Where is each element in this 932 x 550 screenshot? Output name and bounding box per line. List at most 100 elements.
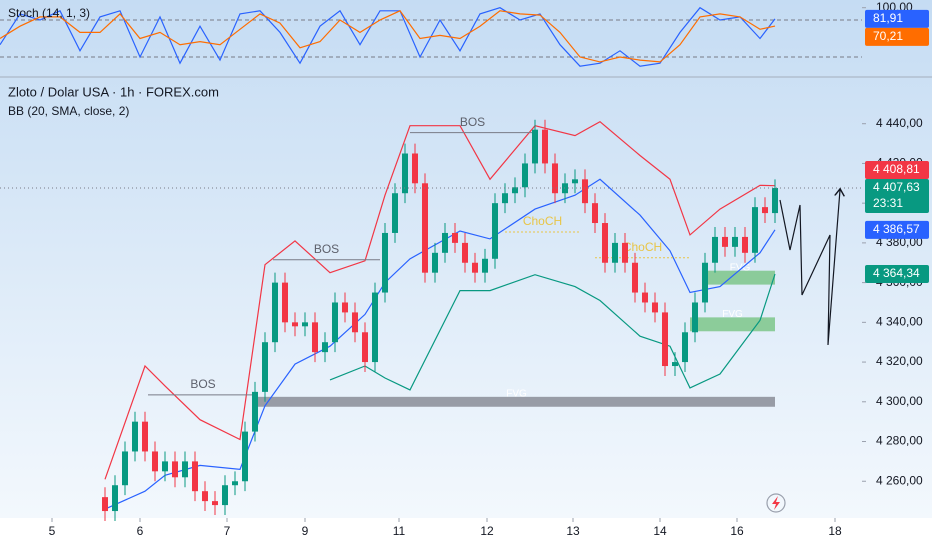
- candle-body: [442, 232, 448, 253]
- structure-label: BOS: [460, 115, 485, 129]
- stoch-line: [0, 10, 776, 63]
- candle-body: [582, 179, 588, 204]
- price-label-box: [865, 264, 929, 283]
- candle-body: [712, 236, 718, 263]
- candle-body: [312, 322, 318, 353]
- price-label: 4 408,81: [873, 162, 920, 176]
- structure-label: ChoCH: [523, 214, 562, 228]
- y-tick-label: 4 260,00: [876, 473, 923, 487]
- candle-body: [702, 262, 708, 303]
- candle-body: [232, 481, 238, 486]
- price-label-box: [865, 179, 929, 214]
- candle-body: [432, 252, 438, 273]
- candle-body: [482, 258, 488, 273]
- lightning-icon: [766, 493, 786, 513]
- projection-drawing: [779, 190, 840, 346]
- candle-body: [222, 485, 228, 506]
- candle-body: [412, 153, 418, 184]
- candle-body: [132, 421, 138, 452]
- candle-body: [382, 232, 388, 293]
- candle-body: [252, 391, 258, 432]
- candle-body: [172, 461, 178, 478]
- candle-body: [272, 282, 278, 343]
- candle-body: [612, 242, 618, 263]
- price-label-box: [865, 9, 929, 28]
- candle-body: [682, 332, 688, 363]
- candle-body: [572, 179, 578, 184]
- countdown: 23:31: [873, 196, 903, 210]
- bollinger-line: [329, 273, 776, 391]
- candle-body: [692, 302, 698, 333]
- stoch-line: [0, 6, 776, 67]
- candle-body: [762, 207, 768, 214]
- candle-body: [102, 497, 108, 512]
- candle-body: [202, 491, 208, 502]
- price-label: 70,21: [873, 29, 903, 43]
- candle-body: [242, 431, 248, 482]
- price-label-box: [865, 161, 929, 180]
- candle-body: [322, 342, 328, 353]
- candle-body: [662, 312, 668, 367]
- candle-body: [492, 203, 498, 259]
- candle-body: [182, 461, 188, 478]
- candle-body: [372, 292, 378, 363]
- stoch-title: Stoch (14, 1, 3): [8, 6, 90, 20]
- structure-label: BOS: [190, 377, 215, 391]
- candle-body: [152, 451, 158, 472]
- candle-body: [452, 232, 458, 243]
- candle-body: [402, 153, 408, 194]
- x-tick-label: 11: [393, 524, 406, 538]
- candle-body: [512, 187, 518, 194]
- candle-body: [362, 332, 368, 363]
- candle-body: [212, 501, 218, 506]
- candle-body: [302, 322, 308, 327]
- candle-body: [122, 451, 128, 486]
- fvg-zone: [705, 270, 775, 285]
- structure-label: ChoCH: [623, 240, 662, 254]
- y-tick-label: 4 280,00: [876, 434, 923, 448]
- candle-body: [632, 262, 638, 293]
- candle-body: [652, 302, 658, 313]
- price-pane: 4 260,00 4 280,00 4 300,00 4 320,00 4 340,00…: [0, 115, 929, 538]
- candle-body: [522, 163, 528, 188]
- candle-body: [622, 242, 628, 263]
- y-tick-label: 4 300,00: [876, 394, 923, 408]
- candle-body: [532, 129, 538, 164]
- candle-body: [502, 193, 508, 204]
- candle-body: [542, 129, 548, 164]
- y-tick-label: 4 340,00: [876, 315, 923, 329]
- price-label-box: [865, 220, 929, 239]
- x-tick-label: 18: [828, 524, 842, 538]
- x-tick-label: 13: [566, 524, 580, 538]
- x-tick-label: 6: [137, 524, 144, 538]
- structure-label: BOS: [314, 242, 339, 256]
- fvg-label: FVG: [506, 388, 527, 399]
- price-label: 4 407,63: [873, 180, 920, 194]
- candle-body: [732, 236, 738, 247]
- candle-body: [352, 312, 358, 333]
- candle-body: [672, 362, 678, 367]
- price-label: 4 386,57: [873, 222, 920, 236]
- candle-body: [292, 322, 298, 327]
- candle-body: [462, 242, 468, 263]
- candle-body: [192, 461, 198, 492]
- candle-body: [752, 207, 758, 253]
- chart-title: Zloto / Dolar USA · 1h · FOREX.com: [8, 84, 219, 99]
- candle-body: [772, 188, 778, 214]
- fvg-label: FVG: [722, 309, 743, 320]
- candle-body: [552, 163, 558, 194]
- x-tick-label: 7: [224, 524, 231, 538]
- candle-body: [142, 421, 148, 452]
- candle-body: [642, 292, 648, 303]
- x-tick-label: 16: [730, 524, 744, 538]
- candle-body: [392, 193, 398, 233]
- price-label: 81,91: [873, 11, 903, 25]
- bollinger-line: [104, 120, 776, 480]
- candle-body: [332, 302, 338, 343]
- x-tick-label: 9: [302, 524, 309, 538]
- x-tick-label: 14: [653, 524, 667, 538]
- candle-body: [262, 342, 268, 392]
